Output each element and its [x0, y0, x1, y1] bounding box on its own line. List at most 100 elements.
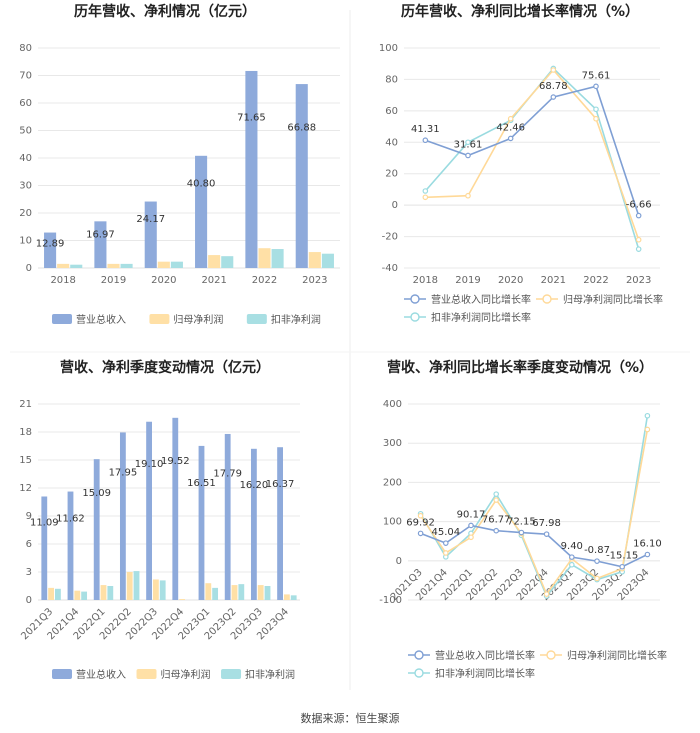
data-point [594, 575, 600, 582]
legend-swatch [221, 669, 242, 679]
y-tick-label: 9 [26, 511, 32, 522]
legend-swatch [136, 669, 157, 679]
data-label: 17.79 [213, 468, 242, 479]
data-label: -6.66 [626, 200, 652, 211]
bar-deducted-profit [55, 588, 61, 600]
data-label: -0.87 [584, 545, 610, 556]
data-point [543, 531, 550, 537]
bar-revenue [144, 201, 157, 268]
bar-net-profit [126, 572, 133, 600]
data-point [619, 563, 626, 570]
legend-swatch [149, 314, 170, 324]
data-label: 16.10 [633, 538, 662, 549]
bar-net-profit [283, 594, 290, 600]
data-point [493, 527, 500, 534]
bar-net-profit [48, 587, 55, 600]
y-tick-label: 40 [385, 137, 398, 148]
bar-deducted-profit [170, 261, 183, 268]
data-point [644, 426, 651, 433]
data-label: 68.78 [539, 81, 568, 92]
legend-marker [410, 312, 420, 322]
bar-net-profit [205, 583, 212, 600]
x-tick-label: 2022 [252, 275, 277, 286]
data-label: 11.62 [56, 513, 85, 524]
chart-title: 营收、净利季度变动情况（亿元） [60, 359, 270, 376]
bar-revenue [44, 232, 57, 268]
bar-net-profit [257, 585, 264, 600]
data-label: 9.40 [561, 541, 583, 552]
bar-deducted-profit [271, 249, 284, 268]
y-tick-label: 3 [26, 567, 32, 578]
data-point [468, 534, 474, 541]
y-tick-label: 40 [19, 153, 32, 164]
y-tick-label: 21 [19, 399, 32, 410]
x-tick-label: 2019 [101, 275, 126, 286]
data-point [568, 554, 575, 560]
data-label: 76.77 [482, 515, 511, 526]
legend-marker [546, 650, 556, 660]
bar-deducted-profit [81, 591, 88, 600]
data-point [593, 83, 599, 90]
data-point [594, 558, 600, 564]
data-point [422, 194, 429, 201]
data-label: 31.61 [454, 139, 483, 150]
bar-revenue [245, 70, 258, 269]
data-point [417, 512, 424, 519]
data-point [635, 246, 642, 252]
bar-revenue [195, 155, 208, 268]
bar-net-profit [107, 263, 120, 268]
x-tick-label: 2023 [626, 275, 651, 286]
data-label: 71.65 [237, 112, 266, 123]
data-point [593, 106, 599, 113]
legend-swatch [52, 669, 72, 679]
data-label: 41.31 [411, 124, 440, 135]
y-tick-label: 60 [385, 106, 398, 117]
x-tick-label: 2021 [201, 275, 226, 286]
data-label: 69.92 [406, 517, 435, 528]
data-point [422, 137, 429, 144]
annual-growth-rate-chart: 历年营收、净利同比增长率情况（%） -40 -20 0 20 40 60 80 100 2018 2… [379, 3, 663, 324]
bar-revenue [277, 447, 283, 600]
y-tick-label: 20 [385, 169, 398, 180]
y-tick-label: 6 [26, 539, 32, 550]
series-line-revenue-growth [425, 85, 640, 216]
chart-title: 历年营收、净利情况（亿元） [74, 3, 256, 20]
data-label: 42.46 [496, 122, 525, 133]
bar-revenue [67, 491, 74, 600]
bar-net-profit [57, 263, 70, 268]
data-point [550, 67, 557, 73]
data-point [543, 591, 550, 597]
data-label: 17.95 [109, 467, 138, 478]
bar-revenue [198, 445, 205, 600]
y-tick-label: 70 [19, 71, 32, 82]
data-label: 75.61 [582, 70, 611, 81]
data-point [635, 212, 642, 219]
quarterly-growth-rate-chart: 营收、净利同比增长率季度变动情况（%）-10001002003004002021… [379, 359, 667, 680]
bar-deducted-profit [221, 256, 234, 268]
y-tick-label: 20 [19, 208, 32, 219]
bar-revenue [224, 433, 231, 600]
data-label: 12.89 [36, 238, 65, 249]
data-point [442, 550, 449, 556]
x-tick-label: 2021 [541, 275, 566, 286]
legend-label: 营业总收入同比增长率 [435, 649, 535, 662]
bar-revenue [295, 84, 308, 268]
y-tick-label: 80 [385, 74, 398, 85]
legend-label: 扣非净利润 [271, 313, 321, 326]
bar-deducted-profit [264, 586, 271, 600]
x-tick-label: 2022 [583, 275, 608, 286]
source-label: 数据来源：恒生聚源 [301, 711, 400, 725]
y-tick-label: 100 [379, 43, 398, 54]
bar-net-profit [258, 248, 271, 268]
data-point [465, 192, 471, 199]
data-label: 16.20 [240, 480, 269, 491]
legend-label: 归母净利润 [161, 668, 211, 681]
bar-net-profit [100, 585, 107, 600]
y-tick-label: 10 [19, 236, 32, 247]
bar-revenue [172, 417, 179, 600]
bar-deducted-profit [290, 595, 297, 600]
data-point [550, 94, 557, 100]
legend-label: 扣非净利润同比增长率 [431, 311, 531, 324]
x-tick-label: 2018 [413, 275, 438, 286]
